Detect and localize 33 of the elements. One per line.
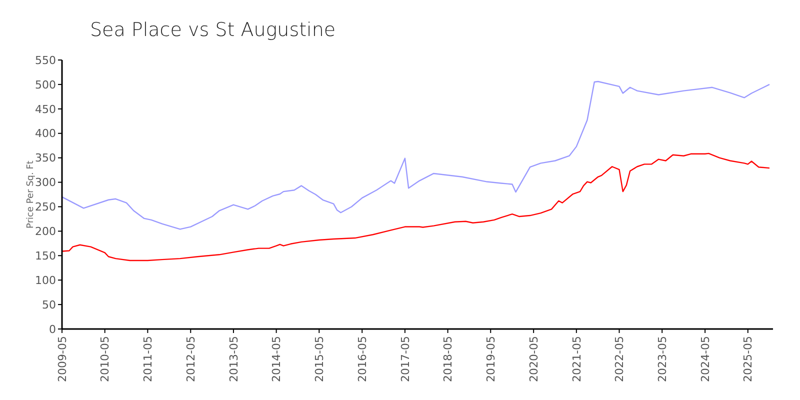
line-series xyxy=(61,80,770,230)
y-tick-label: 350 xyxy=(35,152,56,165)
chart-title: Sea Place vs St Augustine xyxy=(90,19,336,41)
y-tick-label: 100 xyxy=(35,274,56,287)
y-tick-label: 200 xyxy=(35,225,56,238)
y-tick-label: 500 xyxy=(35,78,56,92)
x-tick-label: 2016-05 xyxy=(356,336,369,382)
x-tick-label: 2009-05 xyxy=(56,336,69,382)
line-series xyxy=(61,152,770,262)
x-tick-label: 2010-05 xyxy=(98,336,112,382)
y-tick-label: 450 xyxy=(35,102,56,116)
x-tick-label: 2014-05 xyxy=(270,336,284,382)
x-tick-label: 2012-05 xyxy=(184,336,198,382)
x-tick-label: 2025-05 xyxy=(742,336,755,382)
x-tick-label: 2015-05 xyxy=(313,336,326,382)
x-tick-label: 2018-05 xyxy=(442,336,455,382)
y-tick-label: 0 xyxy=(49,322,56,336)
x-tick-label: 2013-05 xyxy=(227,336,240,382)
x-tick-label: 2022-05 xyxy=(613,336,626,382)
y-tick-label: 150 xyxy=(35,249,56,262)
y-tick-label: 400 xyxy=(35,127,56,140)
x-tick-label: 2017-05 xyxy=(398,336,412,382)
y-tick-label: 250 xyxy=(35,200,56,214)
x-tick-label: 2020-05 xyxy=(527,336,540,382)
x-tick-label: 2019-05 xyxy=(484,336,498,382)
x-tick-label: 2011-05 xyxy=(142,336,155,382)
y-axis-title: Price Per Sq. Ft xyxy=(26,160,36,228)
x-tick-label: 2024-05 xyxy=(698,336,712,382)
y-tick-label: 300 xyxy=(35,176,56,190)
x-tick-label: 2021-05 xyxy=(570,336,584,382)
y-tick-label: 550 xyxy=(35,54,56,67)
y-tick-label: 50 xyxy=(42,298,56,312)
x-tick-label: 2023-05 xyxy=(656,336,669,382)
